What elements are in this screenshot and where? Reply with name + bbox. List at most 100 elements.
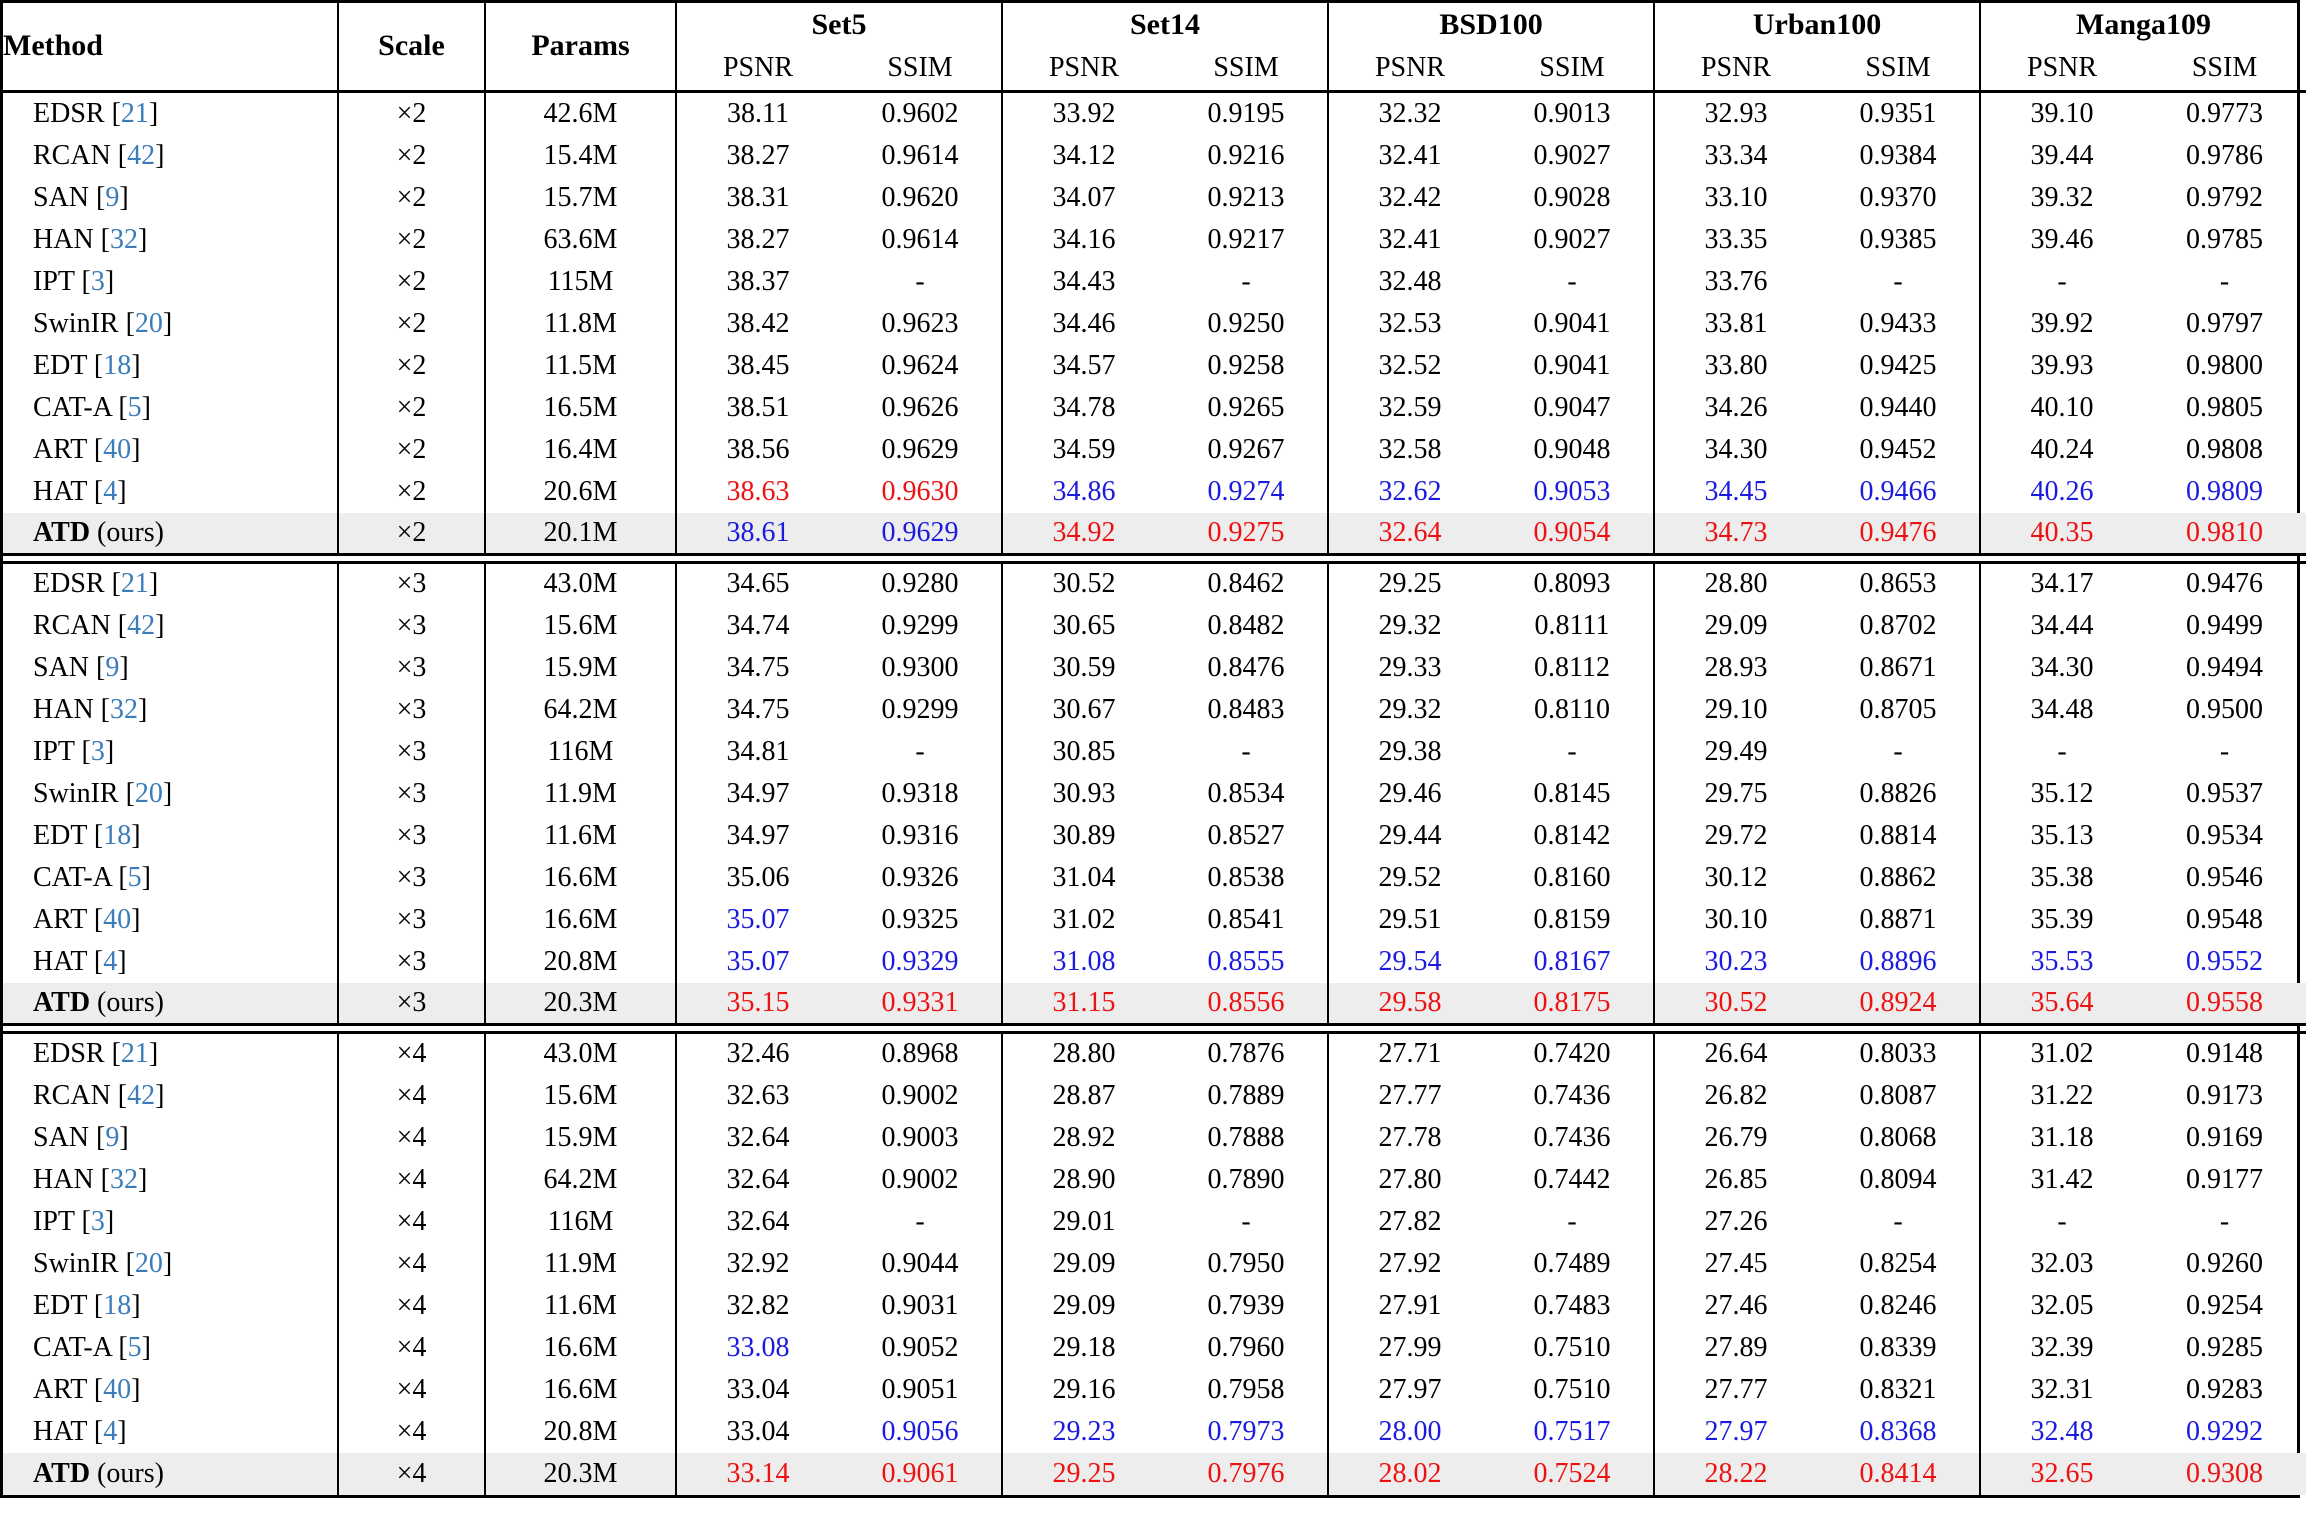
citation-ref[interactable]: 40: [103, 1373, 132, 1405]
scale-cell: ×2: [337, 470, 485, 513]
citation-ref[interactable]: 42: [127, 1079, 156, 1111]
citation-ref[interactable]: 42: [127, 609, 156, 641]
set5-ssim-cell: 0.9326: [881, 861, 959, 893]
bsd100-ssim-cell: 0.7510: [1533, 1331, 1611, 1363]
set5-psnr-cell: 38.45: [675, 344, 839, 387]
method-cell: SAN [9]: [3, 1117, 338, 1159]
bsd100-psnr-cell: 32.41: [1327, 134, 1491, 177]
params-cell: 43.0M: [484, 562, 676, 605]
citation-ref[interactable]: 21: [120, 568, 149, 600]
set14-ssim-cell: 0.7960: [1207, 1331, 1285, 1363]
set5-psnr-cell: 34.97: [675, 814, 839, 857]
urban100-ssim-cell: -: [1893, 735, 1903, 767]
citation-ref[interactable]: 21: [120, 1038, 149, 1070]
manga109-psnr-cell: 39.92: [1979, 302, 2143, 345]
manga109-psnr-cell: 35.39: [1979, 898, 2143, 941]
set5-psnr-cell: 33.04: [675, 1368, 839, 1411]
set5-ssim-cell: 0.9031: [881, 1289, 959, 1321]
bsd100-ssim-cell: 0.9027: [1533, 139, 1611, 171]
urban100-ssim-cell: 0.9351: [1859, 97, 1937, 129]
set5-ssim-cell: 0.9629: [839, 512, 1002, 555]
scale-cell: ×2: [337, 134, 485, 177]
citation-ref[interactable]: 4: [103, 1415, 118, 1447]
bsd100-ssim-cell: 0.9028: [1533, 181, 1611, 213]
method-label: SwinIR [: [33, 307, 135, 339]
citation-ref[interactable]: 9: [105, 1121, 120, 1153]
scale-cell: ×4: [337, 1032, 485, 1075]
citation-ref[interactable]: 21: [120, 97, 149, 129]
citation-ref[interactable]: 32: [110, 223, 138, 255]
citation-bracket: ]: [148, 97, 159, 129]
citation-ref[interactable]: 3: [90, 735, 105, 767]
table-row: SAN [9] ×3 15.9M 34.75 0.9300 30.59 0.8476 29.3…: [3, 646, 2306, 689]
citation-ref[interactable]: 40: [103, 433, 132, 465]
params-cell: 20.3M: [484, 982, 676, 1025]
urban100-ssim-cell: 0.8254: [1859, 1247, 1937, 1279]
urban100-ssim-cell: 0.8094: [1859, 1163, 1937, 1195]
urban100-ssim-cell: 0.8871: [1859, 903, 1937, 935]
citation-ref[interactable]: 4: [103, 475, 118, 507]
set14-ssim-cell: 0.9275: [1165, 512, 1328, 555]
scale-cell: ×2: [337, 260, 485, 303]
citation-ref[interactable]: 3: [90, 1205, 105, 1237]
citation-ref[interactable]: 20: [134, 307, 163, 339]
method-label: EDT [: [33, 1289, 104, 1321]
method-label: HAN [: [33, 1163, 110, 1195]
set5-ssim-cell: 0.9318: [881, 777, 959, 809]
citation-ref[interactable]: 3: [90, 265, 105, 297]
set14-ssim-cell: 0.7976: [1165, 1452, 1328, 1495]
citation-ref[interactable]: 32: [110, 1163, 138, 1195]
citation-ref[interactable]: 9: [105, 651, 120, 683]
citation-ref[interactable]: 9: [105, 181, 120, 213]
manga109-ssim-cell: 0.9292: [2186, 1415, 2263, 1447]
params-cell: 16.6M: [484, 1368, 676, 1411]
citation-ref[interactable]: 5: [127, 391, 142, 423]
method-label: SwinIR [: [33, 777, 135, 809]
col-header-manga109-ssim: SSIM: [2191, 52, 2258, 84]
scale-cell: ×3: [337, 940, 485, 983]
citation-ref[interactable]: 20: [134, 777, 163, 809]
citation-ref[interactable]: 18: [103, 1289, 132, 1321]
urban100-psnr-cell: 26.85: [1653, 1158, 1817, 1201]
params-cell: 115M: [484, 260, 676, 303]
citation-ref[interactable]: 5: [127, 1331, 142, 1363]
scale-cell: ×3: [337, 730, 485, 773]
scale-cell: ×4: [337, 1074, 485, 1117]
bsd100-psnr-cell: 27.80: [1327, 1158, 1491, 1201]
set5-psnr-cell: 38.11: [675, 92, 839, 135]
citation-ref[interactable]: 32: [110, 693, 138, 725]
set14-ssim-cell: 0.9267: [1207, 433, 1285, 465]
set5-ssim-cell: 0.9623: [881, 307, 959, 339]
citation-ref[interactable]: 4: [103, 945, 118, 977]
scale-cell: ×3: [337, 604, 485, 647]
method-label: CAT-A [: [33, 391, 128, 423]
bsd100-psnr-cell: 27.91: [1327, 1284, 1491, 1327]
method-cell: HAT [4]: [3, 471, 338, 513]
method-cell: CAT-A [5]: [3, 857, 338, 899]
citation-ref[interactable]: 40: [103, 903, 132, 935]
set14-ssim-cell: -: [1241, 265, 1251, 297]
manga109-psnr-cell: 35.12: [1979, 772, 2143, 815]
bsd100-ssim-cell: 0.9047: [1533, 391, 1611, 423]
citation-bracket: ]: [138, 1163, 148, 1195]
urban100-psnr-cell: 27.77: [1653, 1368, 1817, 1411]
citation-ref[interactable]: 18: [103, 349, 132, 381]
urban100-psnr-cell: 29.72: [1653, 814, 1817, 857]
col-header-method: Method: [3, 29, 103, 63]
citation-ref[interactable]: 20: [134, 1247, 163, 1279]
table-row: HAT [4] ×2 20.6M 38.63 0.9630 34.86 0.9274 32.6…: [3, 470, 2306, 513]
citation-ref[interactable]: 18: [103, 819, 132, 851]
manga109-psnr-cell: 32.48: [1979, 1410, 2143, 1453]
table-row: CAT-A [5] ×2 16.5M 38.51 0.9626 34.78 0.9265 32…: [3, 386, 2306, 429]
method-cell: EDSR [21]: [3, 93, 338, 135]
urban100-ssim-cell: 0.8033: [1859, 1038, 1937, 1070]
urban100-psnr-cell: 34.73: [1653, 512, 1817, 555]
set5-ssim-cell: 0.9331: [839, 982, 1002, 1025]
method-cell: IPT [3]: [3, 1201, 338, 1243]
citation-ref[interactable]: 42: [127, 139, 156, 171]
set5-psnr-cell: 35.15: [675, 982, 839, 1025]
manga109-psnr-cell: 31.18: [1979, 1116, 2143, 1159]
citation-ref[interactable]: 5: [127, 861, 142, 893]
manga109-psnr-cell: 32.05: [1979, 1284, 2143, 1327]
method-label: EDSR [: [33, 1038, 121, 1070]
